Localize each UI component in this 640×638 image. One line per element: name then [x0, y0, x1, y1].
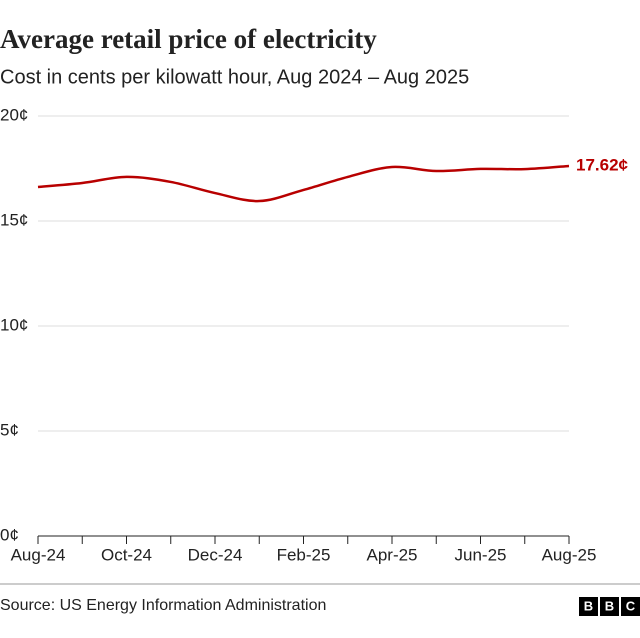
chart-subtitle: Cost in cents per kilowatt hour, Aug 202… [0, 66, 469, 88]
x-tick-label: Apr-25 [366, 545, 417, 564]
logo-box [621, 597, 640, 616]
logo-box [600, 597, 619, 616]
x-tick-label: Aug-24 [11, 545, 66, 564]
logo-letter: B [605, 598, 614, 613]
y-tick-label: 5¢ [0, 420, 19, 439]
logo-letter: B [584, 598, 593, 613]
line [37, 164, 570, 203]
y-tick-label: 15¢ [0, 210, 28, 229]
y-tick-label: 10¢ [0, 315, 28, 334]
chart-title: Average retail price of electricity [0, 24, 377, 54]
x-tick-label: Aug-25 [542, 545, 597, 564]
x-tick-label: Dec-24 [188, 545, 243, 564]
x-tick-label: Jun-25 [455, 545, 507, 564]
logo-letter: C [626, 598, 636, 613]
source: Source: US Energy Information Administra… [0, 597, 326, 614]
x-tick-label: Oct-24 [101, 545, 152, 564]
value-label: 17.62¢ [576, 155, 629, 174]
logo-box [579, 597, 598, 616]
y-tick-label: 20¢ [0, 105, 28, 124]
x-tick-label: Feb-25 [277, 545, 331, 564]
y-tick-label: 0¢ [0, 525, 19, 544]
